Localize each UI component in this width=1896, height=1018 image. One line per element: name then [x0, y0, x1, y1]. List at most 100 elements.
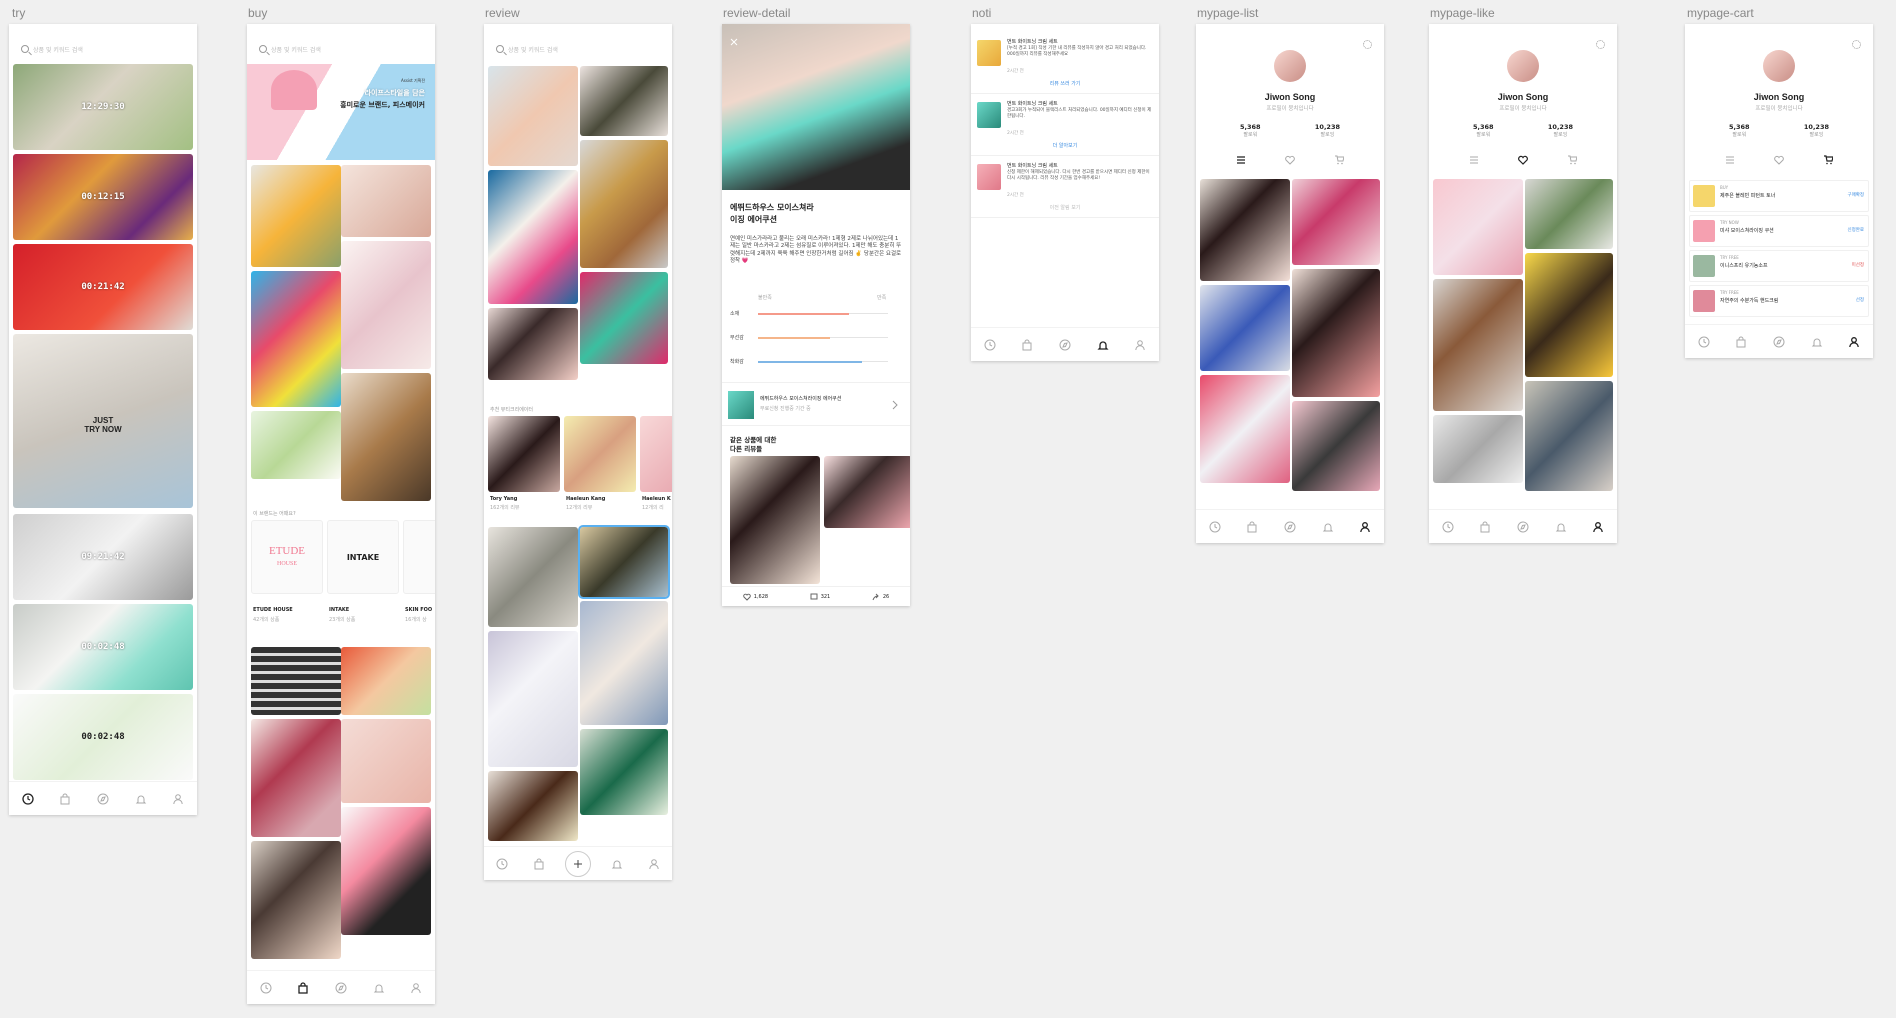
product-tile[interactable] [251, 165, 341, 267]
tab-mypage[interactable] [1843, 331, 1865, 353]
following-stat[interactable]: 10,238 팔로잉 [1804, 123, 1829, 138]
review-tile[interactable] [580, 140, 668, 268]
like-button[interactable]: 1,628 [742, 593, 768, 601]
tab-try[interactable] [979, 334, 1001, 356]
product-tile[interactable] [341, 807, 431, 935]
review-tile[interactable] [488, 170, 578, 304]
product-tile[interactable] [251, 841, 341, 959]
search-input[interactable]: 상품 및 키워드 검색 [17, 34, 189, 64]
review-tile[interactable] [488, 66, 578, 166]
product-link[interactable]: 에뛰드하우스 모이스쳐라이징 에어쿠션 무료신청 진행중 기간 중 [722, 382, 910, 426]
review-tile[interactable] [488, 308, 578, 380]
tab-mypage[interactable] [167, 788, 189, 810]
product-tile[interactable] [251, 647, 341, 715]
tab-noti[interactable] [368, 977, 390, 999]
tab-noti[interactable] [1092, 334, 1114, 356]
try-card-3[interactable]: 00:21:42 [13, 244, 193, 330]
gear-icon[interactable] [1596, 40, 1605, 49]
try-card-1[interactable]: 12:29:30 [13, 64, 193, 150]
notification-item[interactable]: 번트 화이트닝 크림 세트 신청 제한이 해제되었습니다. 다시 한번 경고를 받… [971, 156, 1159, 218]
list-icon[interactable] [1236, 155, 1246, 165]
tab-buy[interactable] [1241, 516, 1263, 538]
tab-buy[interactable] [54, 788, 76, 810]
user-review-tile[interactable] [1200, 285, 1290, 371]
creator-card[interactable] [640, 416, 672, 492]
tab-review[interactable] [1054, 334, 1076, 356]
cart-item[interactable]: TRY FREE 이니스프리 유기농소프 미선정 [1689, 250, 1869, 282]
following-stat[interactable]: 10,238 팔로잉 [1548, 123, 1573, 138]
brand-card-skinfood[interactable] [403, 520, 435, 594]
list-icon[interactable] [1725, 155, 1735, 165]
product-tile[interactable] [251, 719, 341, 837]
notification-item[interactable]: 번트 화이트닝 크림 세트 [누적 경고 1회] 작성 기한 내 리뷰를 작성하지… [971, 32, 1159, 94]
liked-tile[interactable] [1433, 179, 1523, 275]
tab-review[interactable] [330, 977, 352, 999]
tab-mypage[interactable] [1129, 334, 1151, 356]
notification-link[interactable]: 리뷰 쓰러 가기 [1049, 81, 1081, 87]
try-card-7[interactable]: 00:02:48 [13, 694, 193, 780]
liked-tile[interactable] [1525, 179, 1613, 249]
notification-link[interactable]: 이전 알림 보기 [1049, 205, 1081, 211]
liked-tile[interactable] [1433, 279, 1523, 411]
product-tile[interactable] [251, 411, 341, 479]
share-button[interactable]: 26 [872, 593, 889, 601]
tab-review[interactable] [1279, 516, 1301, 538]
user-review-tile[interactable] [1200, 375, 1290, 483]
tab-noti[interactable] [1550, 516, 1572, 538]
review-tile[interactable] [488, 527, 578, 627]
user-review-tile[interactable] [1292, 179, 1380, 265]
add-review-button[interactable] [564, 850, 591, 877]
heart-icon[interactable] [1285, 155, 1295, 165]
cart-item[interactable]: BUY 제주은 블레빈 피턴트 토너 구매확정 [1689, 180, 1869, 212]
try-card-6[interactable]: 00:02:48 [13, 604, 193, 690]
user-review-tile[interactable] [1292, 401, 1380, 491]
review-tile[interactable] [580, 272, 668, 364]
cart-icon[interactable] [1567, 155, 1577, 165]
tab-buy[interactable] [292, 977, 314, 999]
product-tile[interactable] [341, 241, 431, 369]
followers-stat[interactable]: 5,368 팔로워 [1473, 123, 1494, 138]
user-review-tile[interactable] [1200, 179, 1290, 281]
brand-card-intake[interactable]: INTAKE [327, 520, 399, 594]
heart-icon[interactable] [1774, 155, 1784, 165]
tab-review[interactable] [92, 788, 114, 810]
review-tile[interactable] [580, 729, 668, 815]
product-tile[interactable] [341, 373, 431, 501]
try-card-5[interactable]: 09:21:42 [13, 514, 193, 600]
tab-noti[interactable] [130, 788, 152, 810]
cart-item[interactable]: TRY NOW 미샤 모이스쳐라이징 쿠션 신청완료 [1689, 215, 1869, 247]
search-input[interactable]: 상품 및 키워드 검색 [492, 34, 664, 64]
tab-buy[interactable] [528, 853, 550, 875]
list-icon[interactable] [1469, 155, 1479, 165]
tab-buy[interactable] [1474, 516, 1496, 538]
followers-stat[interactable]: 5,368 팔로워 [1729, 123, 1750, 138]
notification-item[interactable]: 번트 화이트닝 크림 세트 경고3회가 누적되어 블랙리스트 처리되었습니다. 0… [971, 94, 1159, 156]
review-tile[interactable] [578, 525, 670, 599]
other-review-tile[interactable] [730, 456, 820, 584]
review-tile[interactable] [580, 601, 668, 725]
tab-review[interactable] [1768, 331, 1790, 353]
tab-noti[interactable] [1806, 331, 1828, 353]
promo-banner[interactable]: Assist 기획전 라이프스타일을 담은 흥미로운 브랜드, 피스메이커 [247, 64, 435, 160]
tab-mypage[interactable] [1354, 516, 1376, 538]
tab-mypage[interactable] [643, 853, 665, 875]
tab-mypage[interactable] [405, 977, 427, 999]
tab-noti[interactable] [606, 853, 628, 875]
tab-try[interactable] [1693, 331, 1715, 353]
product-tile[interactable] [251, 271, 341, 407]
review-tile[interactable] [580, 66, 668, 136]
gear-icon[interactable] [1852, 40, 1861, 49]
tab-try[interactable] [255, 977, 277, 999]
tab-try[interactable] [1437, 516, 1459, 538]
creator-card[interactable] [564, 416, 636, 492]
close-icon[interactable] [730, 38, 738, 46]
tab-review[interactable] [1512, 516, 1534, 538]
search-input[interactable]: 상품 및 키워드 검색 [255, 34, 427, 64]
liked-tile[interactable] [1525, 381, 1613, 491]
notification-link[interactable]: 더 알아보기 [1052, 143, 1078, 149]
tab-noti[interactable] [1317, 516, 1339, 538]
comment-button[interactable]: 321 [810, 593, 830, 601]
tab-try[interactable] [491, 853, 513, 875]
review-tile[interactable] [488, 771, 578, 841]
cart-item[interactable]: TRY FREE 자연주의 수분가득 핸드크림 선정 [1689, 285, 1869, 317]
